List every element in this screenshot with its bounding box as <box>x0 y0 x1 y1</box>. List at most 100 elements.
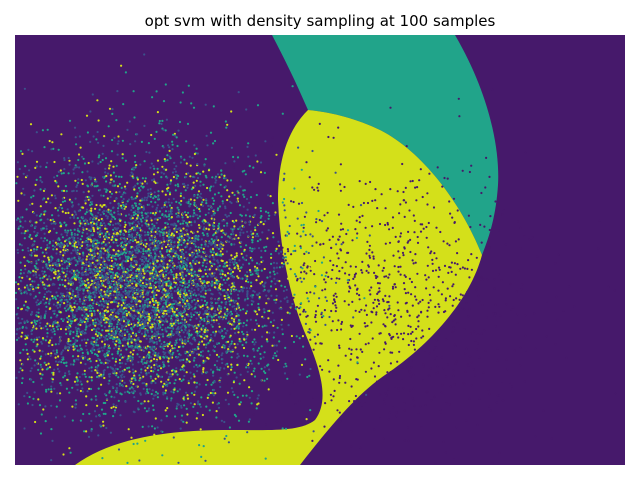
point-class-0 <box>411 179 414 183</box>
point-class-2 <box>117 249 120 252</box>
point-class-2 <box>72 348 75 351</box>
point-class-0 <box>519 364 522 367</box>
point-class-1 <box>242 354 246 357</box>
point-class-1 <box>132 442 135 446</box>
point-class-3 <box>163 315 166 318</box>
point-class-1 <box>161 323 164 326</box>
point-class-2 <box>96 309 99 312</box>
point-class-1 <box>117 327 121 330</box>
point-class-2 <box>94 207 97 210</box>
point-class-1 <box>37 283 40 286</box>
point-class-2 <box>67 211 70 214</box>
point-class-2 <box>123 225 126 229</box>
point-class-2 <box>166 234 169 237</box>
point-class-2 <box>79 389 82 393</box>
point-class-1 <box>197 246 200 249</box>
point-class-2 <box>244 312 248 315</box>
point-class-1 <box>168 204 172 207</box>
point-class-2 <box>36 245 39 249</box>
point-class-0 <box>417 325 420 328</box>
point-class-2 <box>151 323 154 326</box>
point-class-3 <box>87 307 90 310</box>
point-class-2 <box>35 221 38 224</box>
point-class-1 <box>200 318 203 321</box>
point-class-0 <box>401 251 405 254</box>
point-class-0 <box>467 259 470 262</box>
point-class-0 <box>456 263 459 266</box>
point-class-1 <box>207 350 210 353</box>
point-class-1 <box>263 324 266 327</box>
point-class-1 <box>46 239 49 242</box>
point-class-1 <box>83 430 86 433</box>
point-class-2 <box>116 275 119 278</box>
point-class-1 <box>144 250 147 253</box>
point-class-0 <box>497 229 500 232</box>
point-class-2 <box>134 370 137 373</box>
point-class-1 <box>196 252 199 255</box>
point-class-2 <box>266 237 269 240</box>
point-class-1 <box>283 285 287 288</box>
point-class-2 <box>243 379 246 382</box>
point-class-1 <box>37 368 40 371</box>
point-class-0 <box>454 240 457 243</box>
point-class-1 <box>182 420 185 423</box>
point-class-1 <box>67 172 70 175</box>
point-class-1 <box>104 232 107 235</box>
point-class-0 <box>440 356 443 359</box>
point-class-2 <box>185 162 188 165</box>
point-class-1 <box>183 158 186 161</box>
point-class-0 <box>444 451 447 454</box>
point-class-3 <box>86 241 89 244</box>
point-class-1 <box>155 390 158 394</box>
point-class-1 <box>53 295 56 298</box>
point-class-0 <box>524 151 527 154</box>
point-class-2 <box>96 404 99 407</box>
point-class-0 <box>470 253 473 256</box>
point-class-0 <box>436 365 439 368</box>
point-class-2 <box>77 153 81 156</box>
point-class-2 <box>210 308 213 311</box>
point-class-0 <box>392 254 395 257</box>
point-class-0 <box>500 380 504 383</box>
point-class-0 <box>435 346 438 349</box>
point-class-2 <box>39 205 42 208</box>
point-class-3 <box>117 264 120 268</box>
point-class-1 <box>210 238 213 241</box>
decision-region-class-1 <box>272 35 499 255</box>
point-class-3 <box>209 248 212 251</box>
point-class-1 <box>355 236 358 240</box>
point-class-0 <box>408 209 411 212</box>
point-class-1 <box>182 241 185 244</box>
point-class-2 <box>108 286 112 289</box>
point-class-1 <box>33 248 36 251</box>
point-class-0 <box>403 409 406 412</box>
point-class-1 <box>35 262 38 265</box>
point-class-0 <box>468 397 471 400</box>
point-class-1 <box>97 331 100 334</box>
point-class-1 <box>167 284 170 288</box>
point-class-1 <box>181 318 184 321</box>
point-class-2 <box>106 354 110 357</box>
point-class-0 <box>378 351 381 354</box>
point-class-0 <box>360 308 363 311</box>
point-class-1 <box>37 303 40 306</box>
point-class-1 <box>24 334 27 337</box>
point-class-2 <box>87 161 90 165</box>
point-class-1 <box>51 244 55 247</box>
point-class-3 <box>30 332 33 336</box>
point-class-1 <box>150 330 154 333</box>
point-class-0 <box>476 286 479 289</box>
point-class-1 <box>251 340 254 344</box>
point-class-1 <box>102 401 105 405</box>
point-class-2 <box>135 284 138 287</box>
point-class-1 <box>267 217 270 220</box>
point-class-2 <box>51 378 55 381</box>
point-class-2 <box>274 211 277 214</box>
point-class-3 <box>182 268 185 271</box>
point-class-2 <box>153 433 156 436</box>
point-class-1 <box>257 362 260 365</box>
point-class-1 <box>68 257 71 260</box>
point-class-1 <box>293 187 296 190</box>
point-class-2 <box>219 310 222 313</box>
point-class-3 <box>224 177 227 180</box>
